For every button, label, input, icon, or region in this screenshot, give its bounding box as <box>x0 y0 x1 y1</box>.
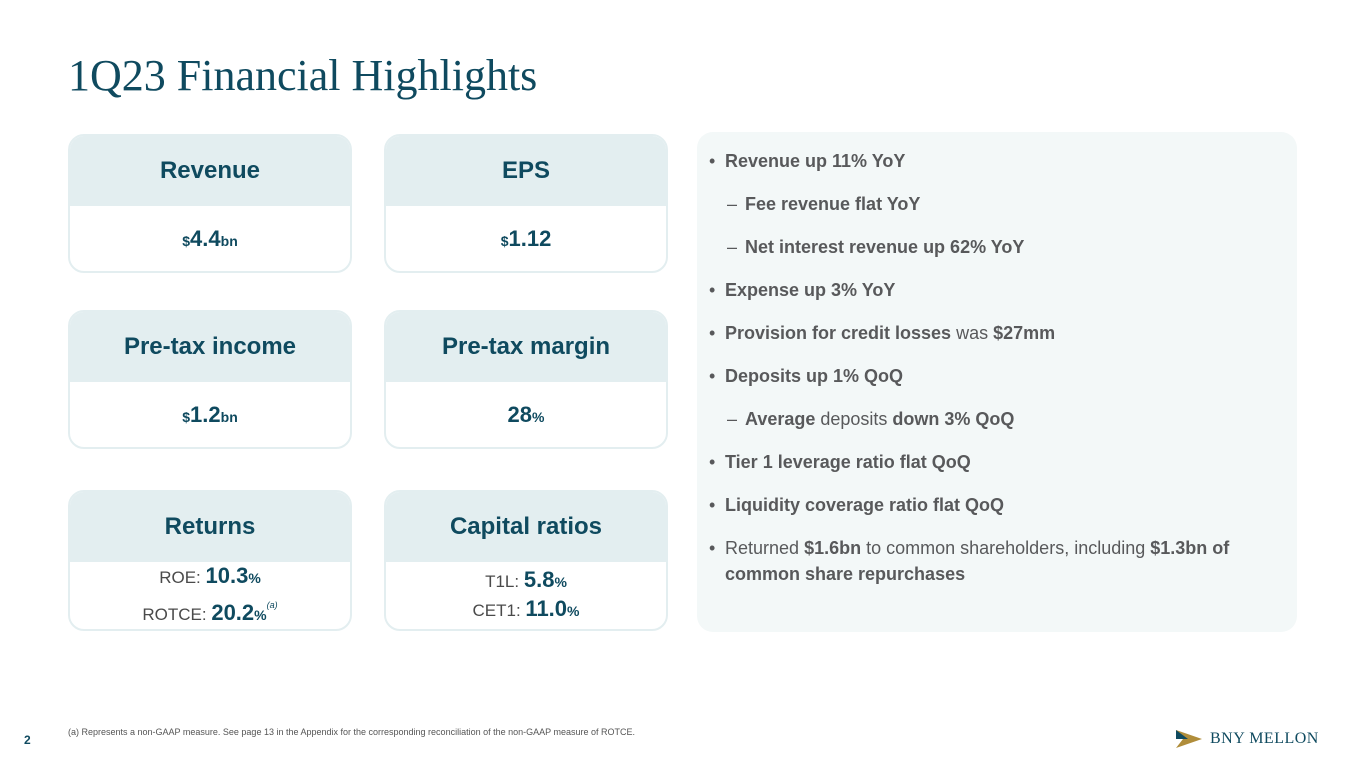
bullet-provision-bold: Provision for credit losses <box>725 323 952 343</box>
bullet-provision: • Provision for credit losses was $27mm <box>709 320 1285 346</box>
bullet-returned-repurchases: $1.3bn of common share repurchases <box>725 538 1230 584</box>
bullet-marker: • <box>709 366 716 386</box>
eps-card: EPS $1.12 <box>384 134 668 273</box>
pretax-margin-card-label: Pre-tax margin <box>386 312 666 382</box>
bullet-returned: • Returned $1.6bn to common shareholders… <box>709 535 1285 587</box>
returns-card-label: Returns <box>70 492 350 562</box>
rotce-value: 20.2 <box>211 599 255 625</box>
revenue-prefix: $ <box>182 232 191 249</box>
rotce-footnote-marker: (a) <box>266 599 278 610</box>
pretax-income-card-label: Pre-tax income <box>70 312 350 382</box>
bullet-tier1: • Tier 1 leverage ratio flat QoQ <box>709 449 1285 475</box>
subbullet-fee-revenue: – Fee revenue flat YoY <box>709 191 1285 217</box>
highlights-panel: • Revenue up 11% YoY – Fee revenue flat … <box>697 132 1297 632</box>
bullet-tier1-text: Tier 1 leverage ratio flat QoQ <box>725 452 971 472</box>
bullet-marker: • <box>709 151 716 171</box>
dash-marker: – <box>727 194 738 214</box>
subbullet-average-deposits: – Average deposits down 3% QoQ <box>709 406 1285 432</box>
logo-text: BNY MELLON <box>1210 730 1319 747</box>
pretax-margin-value: 28 <box>507 401 533 427</box>
bullet-liquidity: • Liquidity coverage ratio flat QoQ <box>709 492 1285 518</box>
bullet-liquidity-text: Liquidity coverage ratio flat QoQ <box>725 495 1005 515</box>
bullet-revenue-text: Revenue up 11% YoY <box>725 151 906 171</box>
cet1-value: 11.0 <box>525 595 568 621</box>
revenue-value: 4.4 <box>190 225 221 251</box>
bullet-expense-text: Expense up 3% YoY <box>725 280 896 300</box>
footnote: (a) Represents a non-GAAP measure. See p… <box>68 727 635 737</box>
rotce-label: ROTCE: <box>142 604 212 624</box>
bullet-revenue: • Revenue up 11% YoY <box>709 148 1285 174</box>
bullet-returned-amount: $1.6bn <box>804 538 862 558</box>
t1l-suffix: % <box>554 573 567 590</box>
roe-suffix: % <box>248 569 261 586</box>
roe-label: ROE: <box>159 567 206 587</box>
bullet-marker: • <box>709 280 716 300</box>
subbullet-average-mid: deposits <box>815 409 893 429</box>
rotce-line: ROTCE: 20.2%(a) <box>142 592 277 629</box>
bullet-returned-pre: Returned <box>725 538 805 558</box>
subbullet-net-interest: – Net interest revenue up 62% YoY <box>709 234 1285 260</box>
revenue-suffix: bn <box>220 232 238 249</box>
pretax-margin-card: Pre-tax margin 28% <box>384 310 668 449</box>
capital-ratios-card: Capital ratios T1L: 5.8% CET1: 11.0% <box>384 490 668 631</box>
bullet-expense: • Expense up 3% YoY <box>709 277 1285 303</box>
roe-value: 10.3 <box>205 562 249 588</box>
bullet-returned-mid: to common shareholders, including <box>861 538 1151 558</box>
bny-mellon-logo: BNY MELLON <box>1176 728 1319 750</box>
page-title: 1Q23 Financial Highlights <box>68 51 538 100</box>
cet1-line: CET1: 11.0% <box>473 596 580 625</box>
t1l-value: 5.8 <box>523 566 555 592</box>
subbullet-average-bold: Average <box>745 409 816 429</box>
bullet-marker: • <box>709 538 716 558</box>
eps-card-label: EPS <box>386 136 666 206</box>
subbullet-fee-revenue-text: Fee revenue flat YoY <box>745 194 921 214</box>
bullet-marker: • <box>709 323 716 343</box>
pretax-income-card: Pre-tax income $1.2bn <box>68 310 352 449</box>
dash-marker: – <box>727 237 738 257</box>
t1l-label: T1L: <box>485 571 524 591</box>
bny-mellon-mark-icon <box>1176 730 1202 748</box>
revenue-card-label: Revenue <box>70 136 350 206</box>
bullet-deposits: • Deposits up 1% QoQ <box>709 363 1285 389</box>
pretax-margin-suffix: % <box>532 408 545 425</box>
rotce-suffix: % <box>254 606 267 623</box>
bullet-marker: • <box>709 452 716 472</box>
pretax-income-suffix: bn <box>220 408 238 425</box>
bullet-provision-amount: $27mm <box>993 323 1056 343</box>
dash-marker: – <box>727 409 738 429</box>
pretax-income-value: 1.2 <box>190 401 221 427</box>
capital-ratios-card-label: Capital ratios <box>386 492 666 562</box>
eps-value: 1.12 <box>508 225 552 251</box>
returns-card: Returns ROE: 10.3% ROTCE: 20.2%(a) <box>68 490 352 631</box>
revenue-card: Revenue $4.4bn <box>68 134 352 273</box>
cet1-suffix: % <box>567 602 580 619</box>
subbullet-average-bold2: down 3% QoQ <box>892 409 1015 429</box>
cet1-label: CET1: <box>472 600 526 620</box>
t1l-line: T1L: 5.8% <box>485 567 567 596</box>
pretax-income-prefix: $ <box>182 408 191 425</box>
bullet-deposits-text: Deposits up 1% QoQ <box>725 366 904 386</box>
eps-prefix: $ <box>500 232 509 249</box>
subbullet-net-interest-text: Net interest revenue up 62% YoY <box>745 237 1025 257</box>
bullet-provision-mid: was <box>951 323 994 343</box>
page-number: 2 <box>24 733 31 747</box>
roe-line: ROE: 10.3% <box>159 563 261 592</box>
bullet-marker: • <box>709 495 716 515</box>
